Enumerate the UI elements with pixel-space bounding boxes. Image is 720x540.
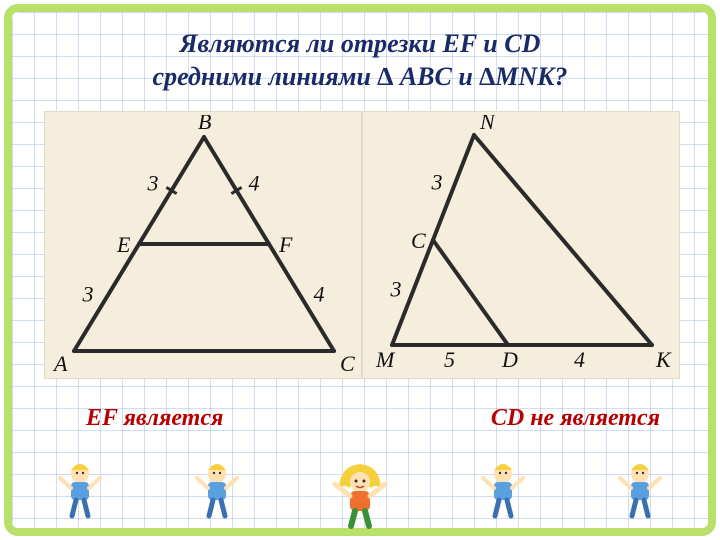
svg-text:D: D bbox=[501, 347, 518, 372]
caption-row: EF является CD не является bbox=[36, 405, 684, 433]
svg-text:4: 4 bbox=[314, 282, 325, 307]
svg-text:3: 3 bbox=[82, 282, 94, 307]
content-area: Являются ли отрезки EF и CD средними лин… bbox=[12, 12, 708, 528]
figure-mnk: M N K C D 3 3 5 4 bbox=[362, 111, 680, 379]
diagram-abc: A B C E F 3 4 3 4 bbox=[44, 115, 362, 375]
title-line-1: Являются ли отрезки EF и CD bbox=[36, 28, 684, 61]
svg-text:M: M bbox=[375, 347, 396, 372]
svg-text:B: B bbox=[198, 115, 211, 134]
svg-text:3: 3 bbox=[390, 277, 402, 302]
svg-text:3: 3 bbox=[431, 170, 443, 195]
figure-abc: A B C E F 3 4 3 4 bbox=[44, 111, 362, 379]
title-line-2: средними линиями ∆ ABC и ∆MNK? bbox=[36, 61, 684, 94]
svg-text:N: N bbox=[479, 115, 496, 134]
svg-text:4: 4 bbox=[249, 171, 260, 196]
caption-left: EF является bbox=[86, 405, 223, 433]
figure-row: A B C E F 3 4 3 4 M N K C D 3 3 5 4 bbox=[36, 111, 684, 379]
svg-text:F: F bbox=[278, 232, 293, 257]
page-title: Являются ли отрезки EF и CD средними лин… bbox=[36, 28, 684, 93]
diagram-mnk: M N K C D 3 3 5 4 bbox=[362, 115, 680, 375]
svg-text:C: C bbox=[340, 351, 355, 375]
svg-text:4: 4 bbox=[574, 347, 585, 372]
svg-text:3: 3 bbox=[147, 171, 159, 196]
svg-text:A: A bbox=[52, 351, 68, 375]
svg-text:C: C bbox=[411, 228, 426, 253]
svg-text:5: 5 bbox=[444, 347, 455, 372]
caption-right: CD не является bbox=[491, 405, 660, 433]
svg-text:K: K bbox=[655, 347, 672, 372]
svg-text:E: E bbox=[116, 232, 131, 257]
